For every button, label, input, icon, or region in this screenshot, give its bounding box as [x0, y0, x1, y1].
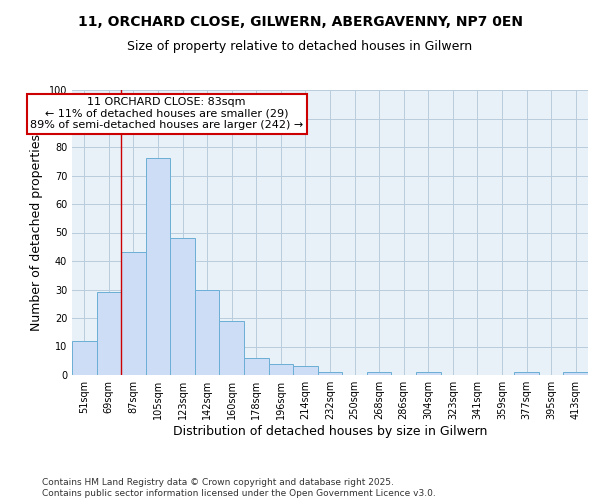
Bar: [121, 252, 146, 375]
Bar: [72, 341, 97, 375]
Bar: [146, 158, 170, 375]
Bar: [269, 364, 293, 375]
Bar: [514, 372, 539, 375]
Text: Contains HM Land Registry data © Crown copyright and database right 2025.
Contai: Contains HM Land Registry data © Crown c…: [42, 478, 436, 498]
Bar: [170, 238, 195, 375]
Bar: [563, 372, 588, 375]
X-axis label: Distribution of detached houses by size in Gilwern: Distribution of detached houses by size …: [173, 425, 487, 438]
Bar: [416, 372, 440, 375]
Y-axis label: Number of detached properties: Number of detached properties: [30, 134, 43, 331]
Bar: [97, 292, 121, 375]
Bar: [195, 290, 220, 375]
Bar: [220, 321, 244, 375]
Bar: [318, 372, 342, 375]
Text: Size of property relative to detached houses in Gilwern: Size of property relative to detached ho…: [127, 40, 473, 53]
Text: 11, ORCHARD CLOSE, GILWERN, ABERGAVENNY, NP7 0EN: 11, ORCHARD CLOSE, GILWERN, ABERGAVENNY,…: [77, 15, 523, 29]
Text: 11 ORCHARD CLOSE: 83sqm
← 11% of detached houses are smaller (29)
89% of semi-de: 11 ORCHARD CLOSE: 83sqm ← 11% of detache…: [30, 97, 303, 130]
Bar: [244, 358, 269, 375]
Bar: [293, 366, 318, 375]
Bar: [367, 372, 391, 375]
